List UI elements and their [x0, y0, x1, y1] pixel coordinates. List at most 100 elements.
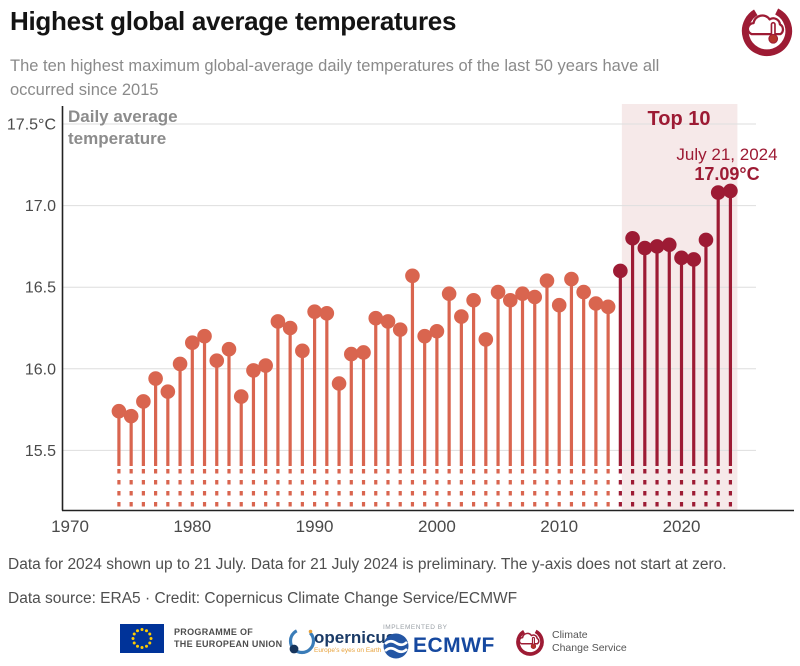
eu-programme-logo: PROGRAMME OF THE EUROPEAN UNION — [120, 624, 282, 653]
x-tick-2000: 2000 — [418, 517, 456, 536]
dot-2018-16.75 — [649, 239, 665, 254]
dot-2023-17.08 — [710, 185, 726, 200]
dot-2009-16.54 — [539, 273, 555, 288]
dot-1994-16.10 — [356, 345, 371, 360]
eu-flag-star — [145, 629, 148, 633]
dot-2014-16.38 — [600, 299, 616, 315]
copernicus-tagline: Europe's eyes on Earth — [314, 646, 382, 654]
dot-2000-16.23 — [429, 323, 445, 339]
x-tick-1980: 1980 — [173, 517, 211, 536]
dot-2005-16.47 — [490, 284, 506, 300]
dot-2006-16.42 — [502, 292, 518, 308]
record-date-annotation: July 21, 2024 — [676, 145, 778, 164]
dot-1976-15.80 — [136, 394, 151, 409]
dot-1985-15.99 — [246, 363, 261, 378]
eu-flag-star — [136, 629, 139, 633]
dot-1989-16.11 — [295, 343, 310, 359]
y-tick-16.0: 16.0 — [25, 361, 56, 378]
data-source: Data source: ERA5 · Credit: Copernicus C… — [8, 590, 518, 607]
record-value-annotation: 17.09°C — [694, 164, 760, 184]
dot-1996-16.29 — [380, 314, 396, 329]
dot-1998-16.57 — [405, 268, 420, 284]
dot-2017-16.74 — [637, 240, 653, 256]
dot-2003-16.42 — [466, 292, 481, 308]
c3s-text-line2: Change Service — [552, 642, 627, 654]
copernicus-logo: opernicus Europe's eyes on Earth — [284, 622, 395, 660]
dot-1988-16.25 — [282, 320, 298, 336]
eu-text-line1: PROGRAMME OF — [174, 627, 254, 637]
eu-flag-star — [132, 632, 136, 636]
dot-1986-16.02 — [258, 358, 273, 373]
page-subtitle: The ten highest maximum global-average d… — [10, 57, 660, 99]
eu-flag-star — [149, 637, 153, 640]
dot-1991-16.34 — [319, 306, 335, 321]
copernicus-wordmark: opernicus — [314, 627, 396, 647]
eu-flag-star — [136, 644, 139, 648]
eu-flag-star — [140, 646, 144, 649]
dot-1974-15.74 — [111, 403, 127, 419]
dot-2024-17.09 — [723, 183, 738, 199]
dot-2015-16.60 — [613, 263, 628, 279]
c3s-text-line1: Climate — [552, 629, 588, 641]
x-tick-2010: 2010 — [540, 517, 578, 536]
dot-2004-16.18 — [478, 332, 494, 347]
x-tick-1970: 1970 — [51, 517, 89, 536]
dot-1995-16.31 — [368, 310, 384, 326]
c3s-footer-icon — [516, 628, 544, 656]
dot-1990-16.35 — [307, 304, 322, 319]
y-tick-16.5: 16.5 — [25, 280, 56, 297]
footnote: Data for 2024 shown up to 21 July. Data … — [8, 556, 727, 573]
lollipop-chart: 17.5°C 17.0 16.5 16.0 15.5 1970 1980 1990 2000 20… — [7, 104, 794, 536]
dot-1977-15.94 — [148, 371, 163, 386]
dot-2016-16.80 — [625, 230, 640, 246]
dot-2019-16.76 — [661, 237, 677, 253]
eu-flag-star — [145, 644, 148, 648]
x-tick-1990: 1990 — [296, 517, 334, 536]
ecmwf-wordmark: ECMWF — [413, 634, 495, 657]
y-tick-17.5°C: 17.5°C — [7, 117, 56, 134]
eu-flag-star — [131, 637, 135, 640]
dot-1997-16.24 — [392, 322, 408, 337]
dot-2022-16.79 — [698, 232, 714, 248]
y-tick-17.0: 17.0 — [25, 198, 56, 215]
dot-1983-16.12 — [221, 341, 237, 357]
ecmwf-icon — [383, 633, 409, 659]
copernicus-icon — [288, 627, 316, 655]
dot-1993-16.09 — [343, 346, 359, 362]
dot-2020-16.68 — [674, 250, 689, 266]
eu-flag-star — [140, 628, 144, 631]
dot-1982-16.05 — [209, 353, 225, 368]
dot-1999-16.20 — [417, 328, 432, 344]
climate-change-service-logo: Climate Change Service — [514, 626, 627, 658]
dot-1981-16.20 — [197, 328, 212, 344]
eu-flag-icon — [120, 624, 164, 653]
y-tick-15.5: 15.5 — [25, 443, 56, 460]
eu-text-line2: THE EUROPEAN UNION — [174, 638, 283, 649]
top10-annotation: Top 10 — [647, 108, 711, 130]
dot-1987-16.29 — [270, 314, 286, 329]
dot-2007-16.46 — [515, 286, 530, 302]
eu-flag-star — [148, 632, 152, 636]
dot-1979-16.03 — [172, 356, 188, 372]
page-title: Highest global average temperatures — [10, 6, 457, 36]
dot-1980-16.16 — [185, 335, 200, 350]
dot-2010-16.39 — [551, 297, 567, 313]
dot-1992-15.91 — [331, 376, 347, 391]
eu-flag-star — [148, 641, 152, 645]
y-axis-title: Daily average temperature — [68, 107, 178, 148]
dot-2021-16.67 — [686, 252, 702, 267]
ecmwf-implemented-by: IMPLEMENTED BY — [383, 624, 448, 631]
dot-1975-15.71 — [123, 408, 139, 424]
dot-2012-16.47 — [576, 284, 591, 300]
dot-2011-16.55 — [564, 271, 579, 287]
c3s-cloud-thermometer-icon — [741, 5, 793, 57]
dot-2008-16.44 — [527, 289, 543, 305]
dot-2013-16.40 — [588, 296, 604, 311]
eu-flag-star — [132, 641, 136, 645]
dot-2001-16.46 — [441, 286, 457, 302]
dot-1978-15.86 — [160, 384, 176, 399]
dot-1984-15.83 — [233, 389, 249, 404]
ecmwf-logo: IMPLEMENTED BY ECMWF — [383, 624, 495, 659]
x-tick-2020: 2020 — [663, 517, 701, 536]
